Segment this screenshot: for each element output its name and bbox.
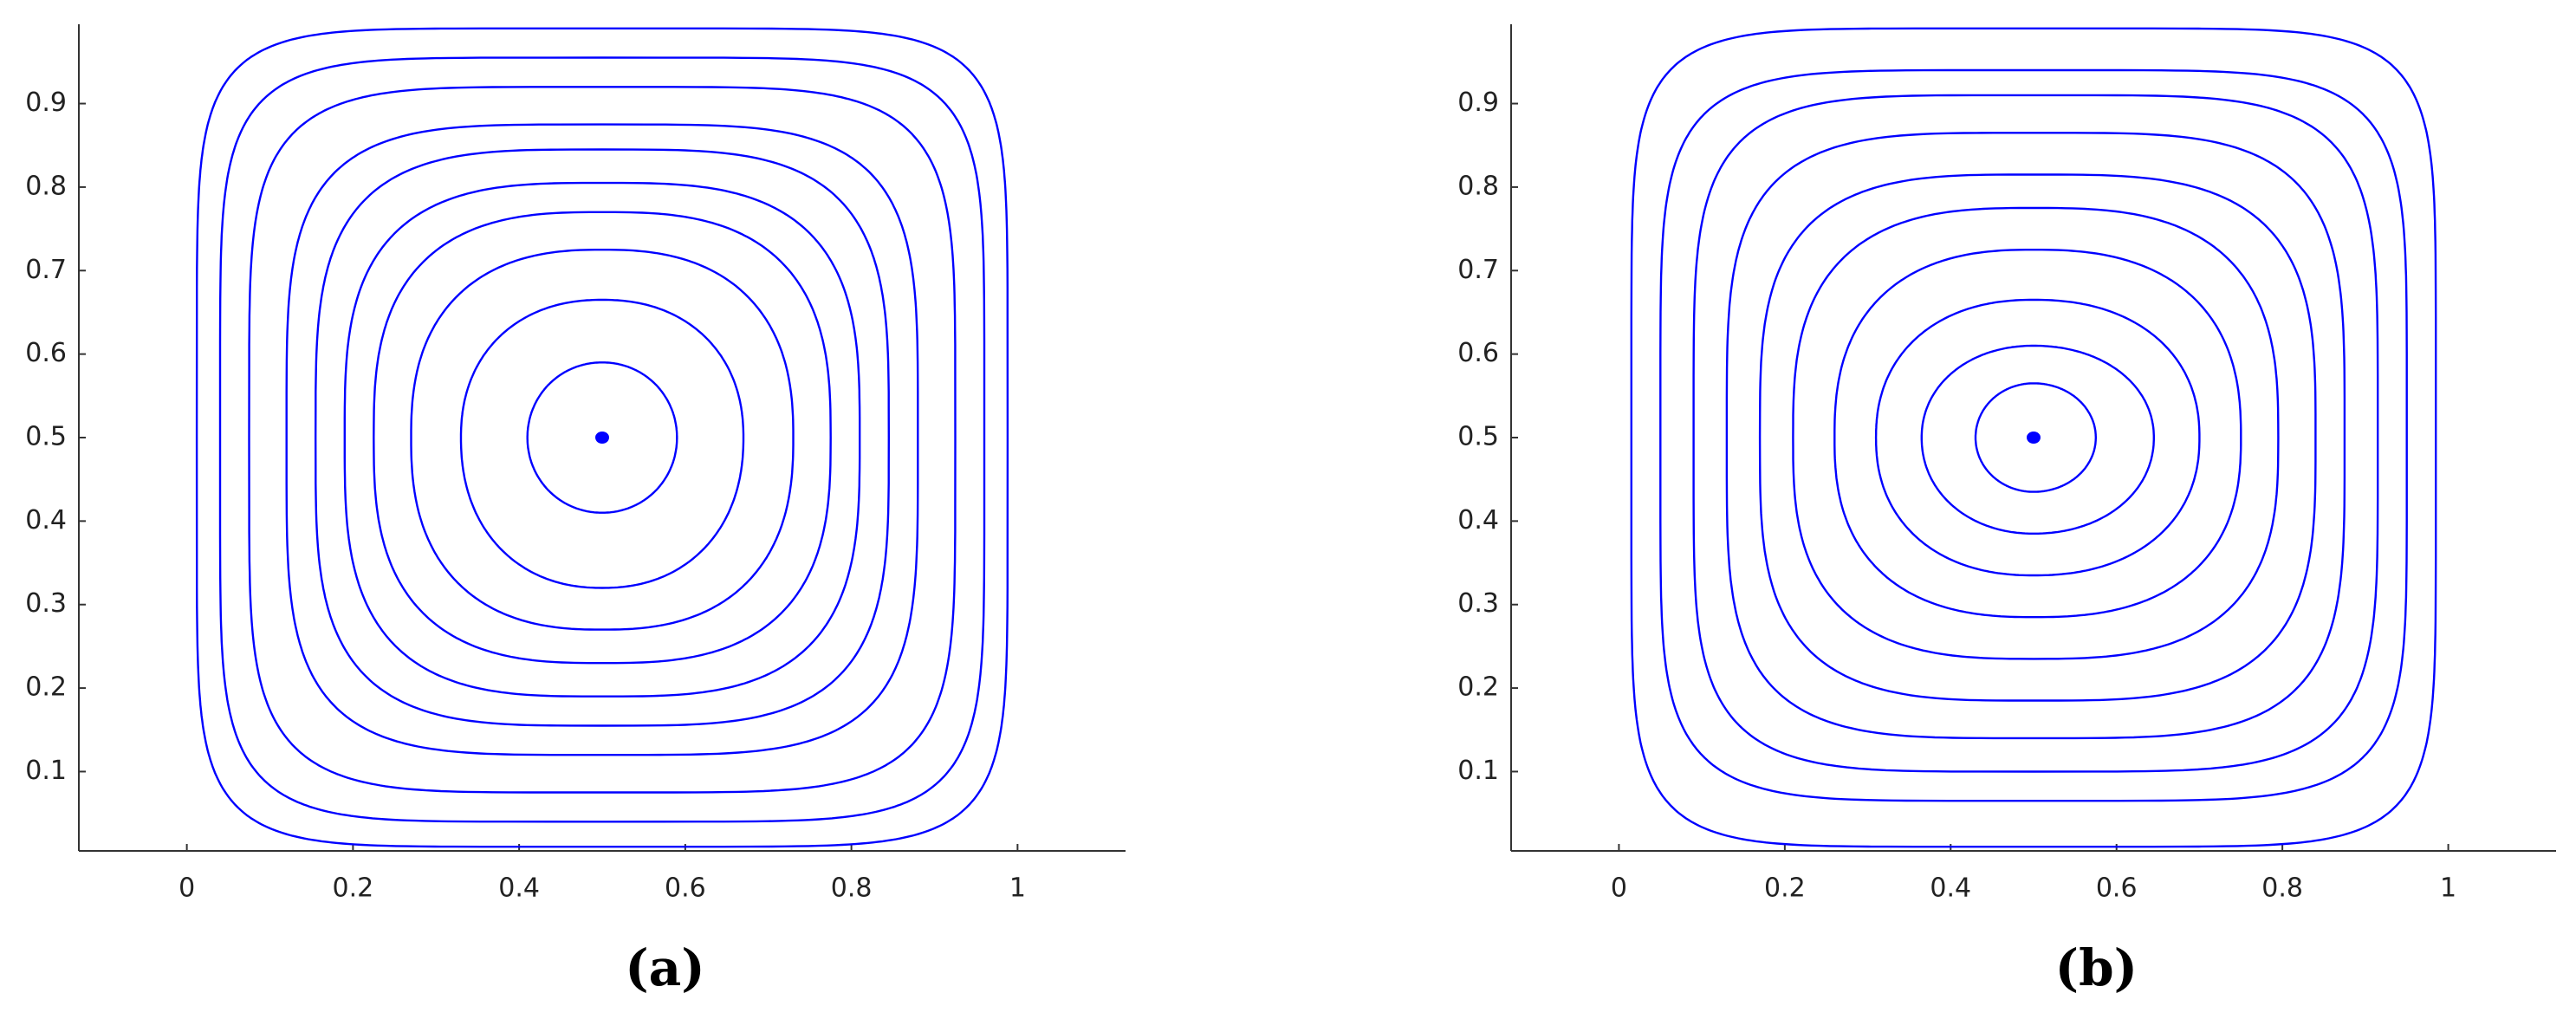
contour-line — [410, 249, 795, 631]
x-tick-label: 0 — [1611, 873, 1627, 904]
x-tick-label: 0 — [178, 873, 195, 904]
y-tick-label: 0.8 — [1457, 171, 1499, 201]
y-tick-label: 0.6 — [25, 338, 67, 368]
y-tick-label: 0.7 — [1457, 255, 1499, 285]
contour-line — [314, 148, 891, 727]
contour-line — [343, 181, 861, 698]
contour-line — [373, 211, 832, 665]
x-tick-label: 0.4 — [1930, 873, 1971, 904]
y-tick-label: 0.3 — [1457, 588, 1499, 619]
contour-line — [1792, 206, 2280, 660]
contour-line — [1833, 249, 2242, 619]
contour-line — [1725, 132, 2346, 740]
y-tick-label: 0.9 — [1457, 88, 1499, 118]
x-tick-label: 0.4 — [498, 873, 540, 904]
contour-line — [1630, 27, 2437, 848]
contour-line — [285, 123, 919, 756]
y-tick-label: 0.3 — [25, 588, 67, 619]
x-tick-label: 0.2 — [333, 873, 374, 904]
y-tick-label: 0.9 — [25, 88, 67, 118]
center-point — [2027, 432, 2041, 444]
y-tick-label: 0.5 — [1457, 422, 1499, 452]
x-tick-label: 1 — [2440, 873, 2456, 904]
x-tick-label: 1 — [1009, 873, 1026, 904]
y-tick-label: 0.7 — [25, 255, 67, 285]
x-tick-label: 0.2 — [1764, 873, 1806, 904]
y-tick-label: 0.2 — [25, 672, 67, 703]
y-tick-label: 0.4 — [25, 505, 67, 535]
contour-line — [1920, 344, 2155, 535]
center-point — [595, 432, 609, 444]
contour-line — [1874, 298, 2201, 577]
contour-line — [1974, 382, 2097, 493]
y-tick-label: 0.1 — [25, 756, 67, 786]
y-tick-label: 0.1 — [1457, 756, 1499, 786]
contour-line — [526, 361, 678, 514]
x-tick-label: 0.8 — [831, 873, 873, 904]
y-tick-label: 0.4 — [1457, 505, 1499, 535]
contour-line — [218, 56, 986, 823]
y-tick-label: 0.6 — [1457, 338, 1499, 368]
x-tick-label: 0.6 — [2096, 873, 2138, 904]
y-tick-label: 0.8 — [25, 171, 67, 201]
contour-line — [1659, 68, 2408, 802]
panel-caption: (a) — [625, 938, 704, 997]
contour-line — [1692, 94, 2379, 773]
x-tick-label: 0.6 — [665, 873, 706, 904]
contour-line — [459, 298, 745, 589]
contour-line — [248, 86, 957, 794]
panel-caption: (b) — [2055, 938, 2138, 997]
y-tick-label: 0.5 — [25, 422, 67, 452]
x-tick-label: 0.8 — [2261, 873, 2303, 904]
contour-line — [195, 27, 1009, 848]
y-tick-label: 0.2 — [1457, 672, 1499, 703]
contour-line — [1758, 173, 2317, 702]
